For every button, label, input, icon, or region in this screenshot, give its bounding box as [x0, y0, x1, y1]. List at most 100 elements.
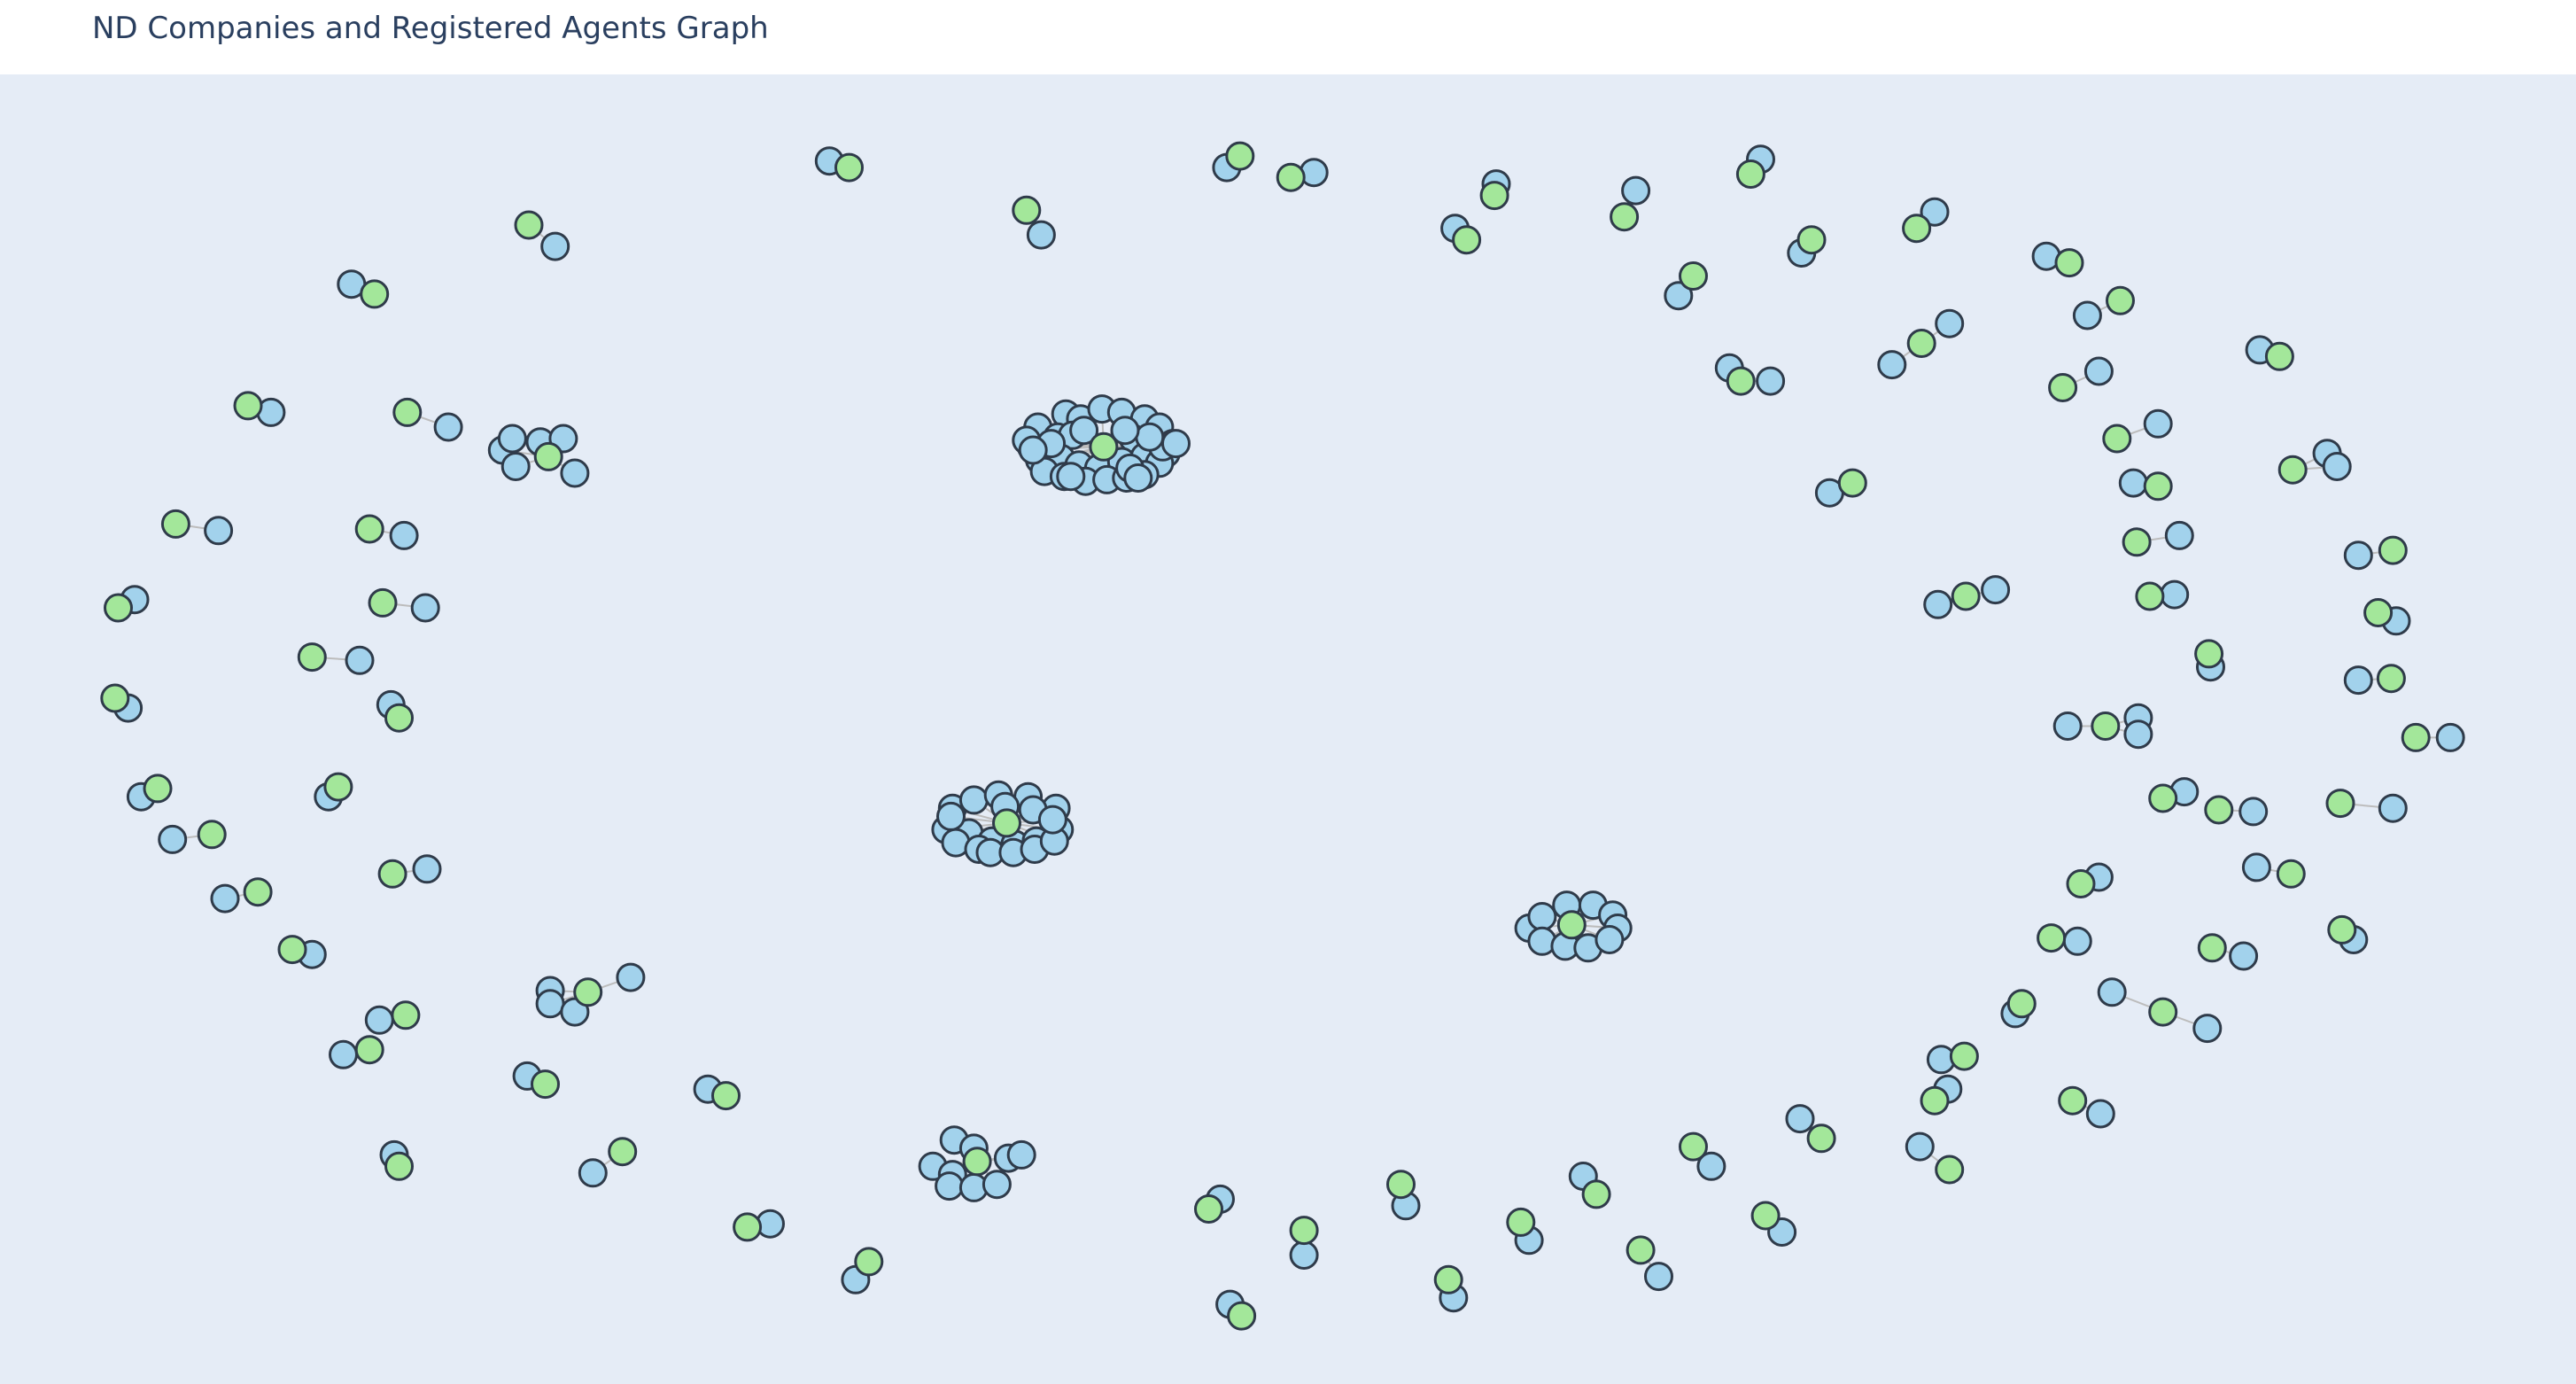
company-node[interactable]: [1756, 366, 1786, 396]
company-node[interactable]: [1877, 350, 1907, 380]
agent-node[interactable]: [1289, 1216, 1319, 1246]
company-node[interactable]: [500, 452, 531, 481]
agent-node[interactable]: [834, 152, 864, 183]
agent-node[interactable]: [2204, 795, 2234, 825]
company-node[interactable]: [1123, 463, 1153, 493]
company-node[interactable]: [535, 989, 565, 1019]
agent-node[interactable]: [2264, 341, 2294, 371]
agent-node[interactable]: [733, 1212, 763, 1242]
agent-node[interactable]: [104, 593, 133, 623]
company-node[interactable]: [1056, 462, 1086, 492]
agent-node[interactable]: [2106, 285, 2135, 315]
company-node[interactable]: [2435, 722, 2465, 752]
agent-node[interactable]: [2091, 711, 2121, 741]
company-node[interactable]: [578, 1158, 608, 1188]
agent-node[interactable]: [1837, 468, 1867, 498]
graph-plot-area[interactable]: [0, 74, 2576, 1384]
agent-node[interactable]: [1276, 162, 1306, 192]
agent-node[interactable]: [1227, 1301, 1257, 1331]
agent-node[interactable]: [384, 703, 414, 733]
company-node[interactable]: [1785, 1104, 1815, 1134]
company-node[interactable]: [345, 645, 375, 675]
company-node[interactable]: [616, 962, 646, 992]
agent-node[interactable]: [323, 772, 353, 802]
agent-node[interactable]: [143, 774, 173, 804]
agent-node[interactable]: [1556, 910, 1587, 940]
agent-node[interactable]: [962, 1147, 992, 1177]
company-node[interactable]: [1161, 429, 1191, 459]
agent-node[interactable]: [2058, 1085, 2088, 1116]
agent-node[interactable]: [360, 279, 390, 309]
agent-node[interactable]: [1452, 225, 1482, 255]
agent-node[interactable]: [160, 509, 190, 539]
company-node[interactable]: [2097, 977, 2127, 1007]
agent-node[interactable]: [277, 935, 307, 965]
company-node[interactable]: [497, 424, 527, 454]
agent-node[interactable]: [2276, 859, 2306, 889]
company-node[interactable]: [1644, 1262, 1673, 1292]
agent-node[interactable]: [1806, 1124, 1836, 1154]
company-node[interactable]: [935, 1171, 965, 1201]
company-node[interactable]: [1905, 1131, 1935, 1162]
network-graph[interactable]: [0, 74, 2576, 1384]
agent-node[interactable]: [2102, 424, 2132, 454]
agent-node[interactable]: [1626, 1235, 1656, 1265]
company-node[interactable]: [2083, 356, 2114, 386]
agent-node[interactable]: [1949, 1041, 1979, 1071]
agent-node[interactable]: [100, 683, 130, 713]
company-node[interactable]: [2192, 1014, 2223, 1044]
agent-node[interactable]: [1610, 202, 1640, 232]
agent-node[interactable]: [2194, 639, 2224, 669]
agent-node[interactable]: [243, 877, 273, 907]
agent-node[interactable]: [1581, 1179, 1611, 1209]
company-node[interactable]: [410, 593, 440, 623]
company-node[interactable]: [1621, 175, 1651, 206]
agent-node[interactable]: [514, 210, 544, 240]
company-node[interactable]: [2052, 711, 2083, 741]
company-node[interactable]: [1026, 220, 1056, 250]
agent-node[interactable]: [384, 1151, 414, 1181]
company-node[interactable]: [560, 997, 590, 1027]
agent-node[interactable]: [1479, 181, 1509, 211]
company-node[interactable]: [1135, 422, 1165, 452]
agent-node[interactable]: [2135, 581, 2165, 611]
agent-node[interactable]: [2148, 997, 2178, 1027]
agent-node[interactable]: [1796, 225, 1827, 255]
company-node[interactable]: [158, 824, 188, 854]
agent-node[interactable]: [711, 1081, 741, 1111]
company-node[interactable]: [2160, 579, 2190, 610]
agent-node[interactable]: [2327, 914, 2357, 945]
company-node[interactable]: [329, 1039, 358, 1069]
agent-node[interactable]: [2378, 535, 2408, 565]
agent-node[interactable]: [2148, 783, 2178, 813]
agent-node[interactable]: [2197, 933, 2227, 963]
company-node[interactable]: [1289, 1240, 1319, 1270]
company-node[interactable]: [2072, 300, 2102, 330]
company-node[interactable]: [1069, 416, 1099, 446]
agent-node[interactable]: [1750, 1201, 1781, 1231]
agent-node[interactable]: [1194, 1194, 1223, 1224]
company-node[interactable]: [2343, 665, 2373, 696]
company-node[interactable]: [540, 231, 570, 261]
agent-node[interactable]: [1906, 329, 1936, 358]
agent-node[interactable]: [992, 808, 1021, 838]
company-node[interactable]: [1935, 308, 1965, 338]
agent-node[interactable]: [1935, 1155, 1965, 1185]
agent-node[interactable]: [2376, 664, 2406, 694]
agent-node[interactable]: [391, 1000, 421, 1030]
agent-node[interactable]: [354, 514, 384, 544]
company-node[interactable]: [364, 1005, 394, 1035]
company-node[interactable]: [1923, 589, 1953, 619]
agent-node[interactable]: [854, 1247, 884, 1277]
company-node[interactable]: [412, 854, 442, 884]
agent-node[interactable]: [1902, 214, 1932, 244]
company-node[interactable]: [1527, 902, 1557, 931]
agent-node[interactable]: [1433, 1264, 1463, 1295]
agent-node[interactable]: [2066, 869, 2096, 898]
agent-node[interactable]: [368, 587, 398, 618]
agent-node[interactable]: [377, 859, 407, 889]
agent-node[interactable]: [1920, 1085, 1950, 1116]
agent-node[interactable]: [2122, 527, 2152, 557]
agent-node[interactable]: [1951, 581, 1981, 611]
agent-node[interactable]: [2006, 989, 2037, 1019]
